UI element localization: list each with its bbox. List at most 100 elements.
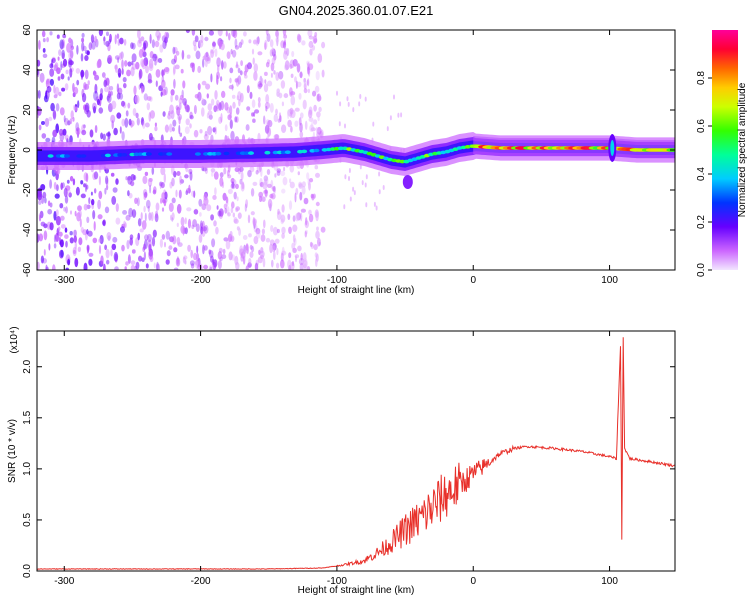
noise-speckle (299, 122, 303, 133)
noise-speckle (146, 199, 151, 209)
noise-speckle (125, 176, 128, 181)
noise-speckle (41, 30, 46, 38)
noise-speckle (202, 167, 208, 172)
noise-speckle (116, 112, 122, 119)
noise-speckle (144, 234, 149, 241)
noise-speckle (359, 164, 362, 170)
noise-speckle (45, 137, 51, 143)
noise-speckle (213, 105, 218, 113)
noise-speckle (316, 93, 322, 102)
noise-speckle (138, 68, 143, 79)
noise-speckle (180, 216, 185, 227)
noise-speckle (140, 117, 145, 126)
noise-speckle (201, 107, 205, 117)
noise-speckle (170, 214, 172, 221)
noise-speckle (103, 263, 106, 270)
noise-speckle (204, 166, 208, 175)
noise-speckle (67, 76, 70, 81)
noise-speckle (284, 60, 290, 71)
noise-speckle (37, 191, 43, 201)
noise-speckle (311, 194, 315, 201)
noise-speckle (104, 187, 107, 195)
noise-speckle (193, 104, 197, 115)
noise-speckle (290, 95, 296, 106)
noise-speckle (222, 192, 227, 201)
noise-speckle (130, 66, 135, 77)
noise-speckle (135, 261, 140, 270)
noise-speckle (130, 264, 136, 270)
noise-speckle (227, 114, 232, 121)
noise-speckle (227, 212, 231, 217)
noise-speckle (309, 124, 314, 132)
noise-speckle (265, 94, 270, 104)
noise-speckle (264, 124, 270, 134)
noise-speckle (306, 60, 310, 66)
noise-speckle (316, 111, 321, 118)
noise-speckle (217, 30, 223, 37)
noise-speckle (69, 175, 74, 182)
noise-speckle (146, 96, 152, 101)
noise-speckle (106, 232, 112, 240)
noise-speckle (222, 248, 226, 255)
noise-speckle (308, 40, 314, 49)
noise-speckle (38, 213, 42, 219)
noise-speckle (317, 53, 323, 64)
noise-speckle (155, 202, 160, 211)
noise-speckle (73, 229, 77, 237)
noise-speckle (164, 36, 168, 44)
noise-speckle (226, 169, 230, 177)
colorbar-gradient (712, 30, 738, 270)
noise-speckle (270, 193, 276, 200)
noise-speckle (274, 134, 280, 140)
noise-speckle (105, 175, 109, 185)
spectrogram-x-ticks: -300 -200 -100 0 100 (54, 30, 618, 286)
noise-speckle (53, 210, 57, 221)
noise-speckle (69, 49, 74, 59)
noise-speckle (228, 84, 234, 90)
noise-speckle (145, 263, 149, 269)
noise-speckle (375, 205, 378, 211)
noise-speckle (251, 245, 255, 253)
noise-speckle (365, 202, 368, 208)
noise-speckle (269, 193, 274, 199)
noise-speckle (216, 205, 219, 210)
noise-speckle (59, 203, 64, 209)
noise-speckle (185, 118, 190, 126)
noise-speckle (163, 199, 167, 207)
noise-speckle (86, 244, 90, 251)
noise-speckle (317, 93, 320, 101)
noise-speckle (316, 226, 319, 231)
noise-speckle (179, 94, 184, 101)
noise-speckle (93, 90, 99, 101)
noise-speckle (37, 90, 40, 99)
noise-speckle (247, 170, 252, 178)
noise-speckle (344, 123, 346, 129)
noise-speckle (87, 230, 93, 237)
noise-speckle (295, 80, 298, 90)
noise-speckle (82, 92, 87, 103)
noise-speckle (143, 251, 146, 260)
noise-speckle (273, 70, 276, 75)
noise-speckle (314, 165, 319, 170)
noise-speckle (121, 100, 125, 107)
noise-speckle (38, 124, 42, 131)
noise-speckle (214, 48, 218, 57)
noise-speckle (313, 119, 318, 125)
noise-speckle (303, 197, 309, 205)
noise-speckle (196, 245, 199, 254)
noise-speckle (260, 234, 266, 242)
noise-speckle (55, 215, 61, 226)
noise-speckle (283, 47, 288, 55)
noise-speckle (192, 40, 197, 47)
noise-speckle (276, 262, 280, 269)
noise-speckle (57, 56, 60, 61)
noise-speckle (41, 121, 45, 125)
y-tick-label: -20 (22, 182, 33, 197)
noise-speckle (131, 63, 137, 70)
noise-speckle (233, 217, 238, 224)
noise-speckle (120, 226, 125, 233)
noise-speckle (133, 174, 137, 181)
noise-speckle (273, 134, 279, 140)
noise-speckle (52, 264, 56, 270)
noise-speckle (306, 79, 309, 86)
